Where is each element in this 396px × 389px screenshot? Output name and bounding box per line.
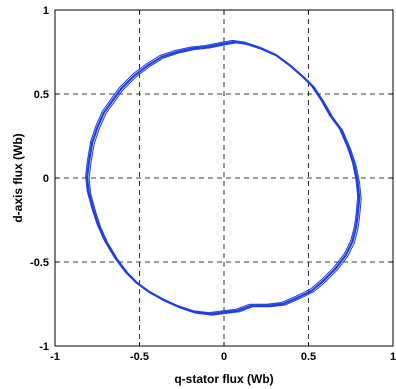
x-tick-label-1: -0.5 (130, 351, 149, 363)
x-tick-label-4: 1 (390, 351, 396, 363)
series-line-0-trace-3 (85, 39, 359, 314)
x-tick-label-3: 0.5 (301, 351, 316, 363)
x-tick-label-2: 0 (221, 351, 227, 363)
y-tick-label-0: -1 (39, 341, 49, 353)
x-tick-label-0: -1 (50, 351, 60, 363)
y-tick-label-3: 0.5 (34, 89, 49, 101)
x-axis-label: q-stator flux (Wb) (174, 372, 273, 386)
grid-lines (55, 10, 393, 346)
y-tick-labels: -1 -0.5 0 0.5 1 (30, 5, 49, 353)
y-tick-label-2: 0 (43, 173, 49, 185)
x-tick-labels: -1 -0.5 0 0.5 1 (50, 351, 396, 363)
y-tick-label-1: -0.5 (30, 257, 49, 269)
series-layer (85, 39, 362, 316)
y-axis-label: d-axis flux (Wb) (11, 133, 25, 222)
series-line-0 (86, 40, 361, 316)
tick-marks (54, 9, 394, 347)
y-tick-label-4: 1 (43, 5, 49, 17)
plot-area-frame (54, 9, 394, 347)
series-line-0-trace-2 (88, 42, 362, 316)
